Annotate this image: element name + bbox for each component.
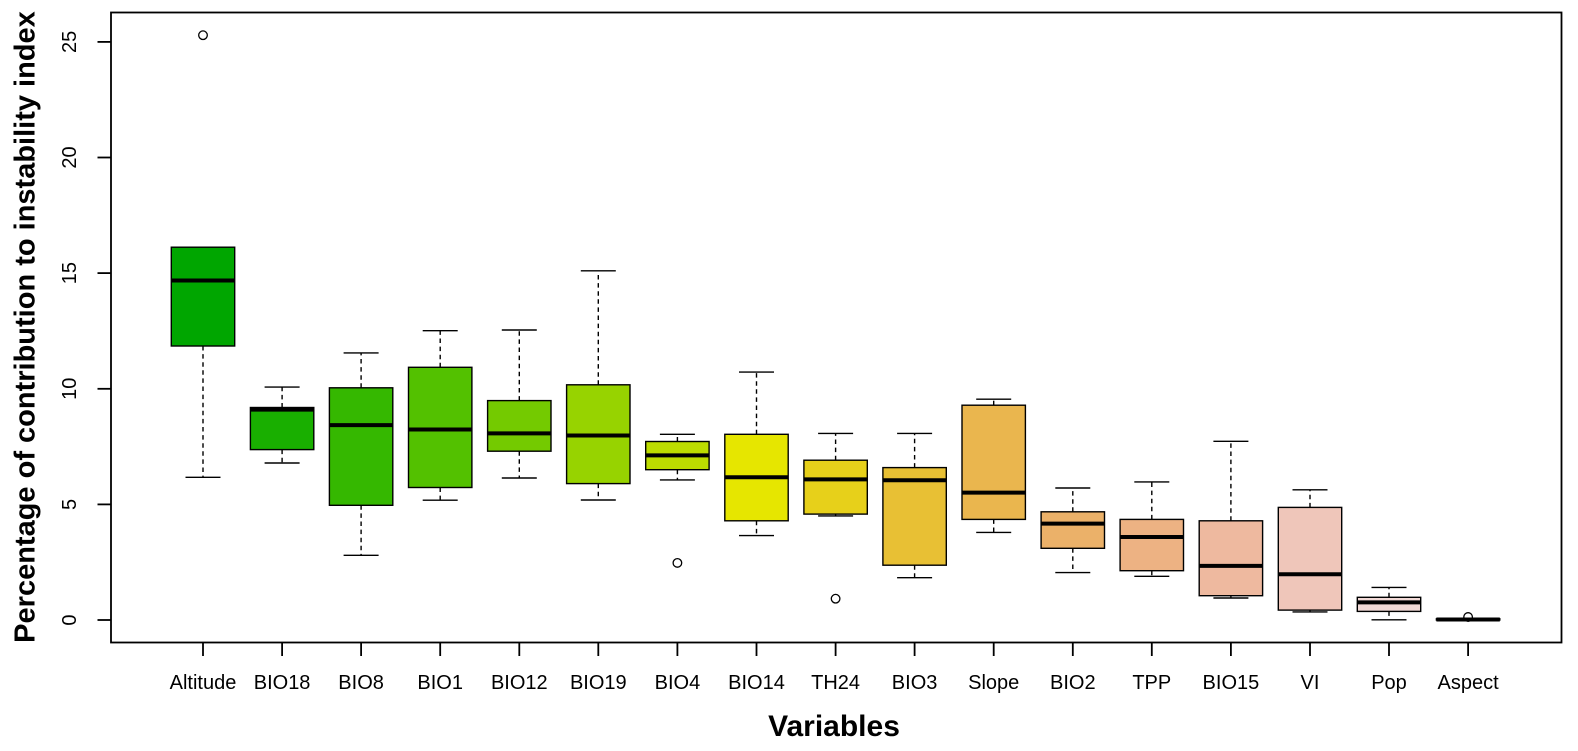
svg-text:Variables: Variables	[768, 710, 900, 743]
svg-text:TPP: TPP	[1132, 672, 1171, 694]
svg-text:Aspect: Aspect	[1438, 672, 1500, 694]
svg-text:BIO4: BIO4	[655, 672, 701, 694]
svg-text:BIO8: BIO8	[338, 672, 384, 694]
svg-text:BIO12: BIO12	[491, 672, 548, 694]
svg-text:0: 0	[59, 614, 81, 625]
svg-text:10: 10	[59, 378, 81, 400]
svg-text:Altitude: Altitude	[170, 672, 237, 694]
svg-text:BIO18: BIO18	[254, 672, 311, 694]
svg-text:20: 20	[59, 146, 81, 168]
svg-text:BIO19: BIO19	[570, 672, 627, 694]
svg-text:BIO2: BIO2	[1050, 672, 1096, 694]
svg-text:BIO15: BIO15	[1203, 672, 1260, 694]
svg-text:Pop: Pop	[1371, 672, 1407, 694]
svg-text:BIO1: BIO1	[417, 672, 463, 694]
svg-text:15: 15	[59, 262, 81, 284]
svg-text:5: 5	[59, 499, 81, 510]
svg-text:TH24: TH24	[811, 672, 860, 694]
svg-text:25: 25	[59, 31, 81, 53]
svg-text:Slope: Slope	[968, 672, 1019, 694]
svg-text:BIO14: BIO14	[728, 672, 785, 694]
svg-text:Percentage of contribution to: Percentage of contribution to instabilit…	[10, 11, 42, 643]
svg-text:VI: VI	[1301, 672, 1320, 694]
svg-text:BIO3: BIO3	[892, 672, 938, 694]
